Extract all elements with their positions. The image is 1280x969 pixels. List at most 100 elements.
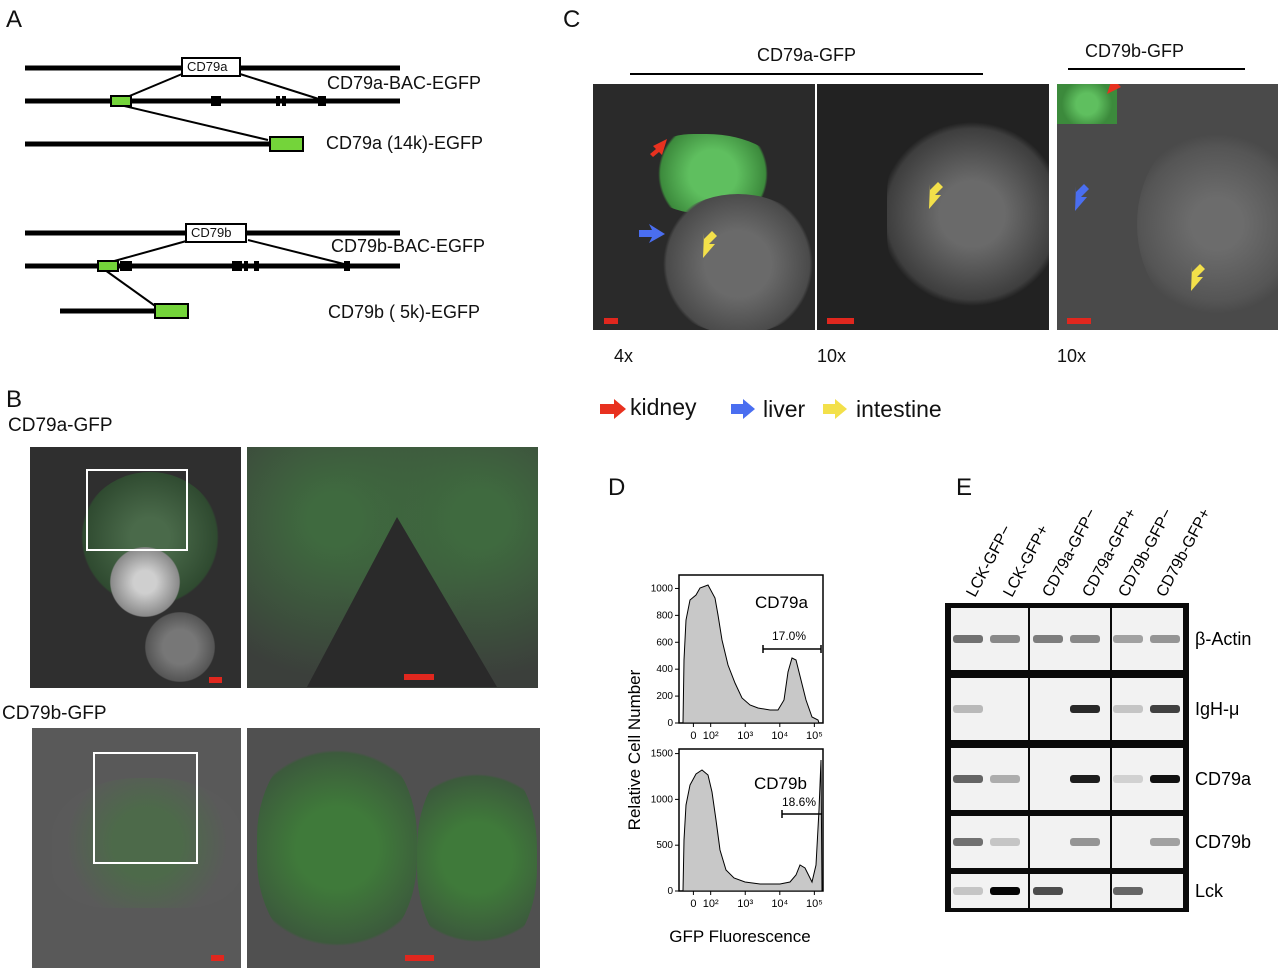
construct-label: CD79a (14k)-EGFP [326,133,484,153]
gel-row-label: IgH-μ [1195,699,1239,719]
x-tick-label: 10⁵ [806,898,823,910]
gel-row-label: CD79b [1195,832,1251,852]
gate-label: 17.0% [772,629,806,643]
zoom-region-box [86,469,188,551]
x-tick-label: 10³ [737,730,753,742]
cd79a-10x-image [817,84,1049,330]
panel-d-label: D [608,474,626,501]
scale-bar [404,674,434,680]
cd79a-section-image [30,447,241,688]
legend-arrows [600,399,847,419]
gel-band [1150,705,1180,713]
panel-a-label: A [6,6,23,33]
panel-b-label: B [6,386,23,413]
scale-bar [211,955,224,961]
histogram-cd79b: CD79b 18.6% 0 500 1000 1500 0 10² 10³ 10⁴ 10⁵ [651,748,824,910]
gel-row [951,874,1183,908]
y-tick-label: 600 [656,637,673,648]
scale-bar [1067,318,1091,324]
gel-band [990,775,1020,783]
construct-diagram [25,57,400,319]
gel-band [990,635,1020,643]
y-tick-label: 0 [667,718,673,729]
gel-band [953,887,983,895]
gel-row [951,608,1183,670]
gel-band [1113,635,1143,643]
x-tick-label: 10² [703,898,719,910]
y-tick-label: 400 [656,664,673,675]
gel-panel: LCK-GFP−LCK-GFP+CD79a-GFP−CD79a-GFP+CD79… [945,506,1252,912]
legend-liver: liver [763,396,806,422]
panel-c-cd79b-title: CD79b-GFP [1085,41,1185,61]
histogram-area [682,759,823,892]
gel-row [951,678,1183,740]
cd79b-section-zoom-image [247,728,540,968]
y-tick-label: 200 [656,691,673,702]
scale-bar [209,677,222,683]
group-bracket-line [630,73,983,75]
gel-band [953,705,983,713]
gel-band [1150,838,1180,846]
magnification-label: 4x [614,346,634,366]
x-tick-label: 10⁵ [806,730,823,742]
gel-row [951,748,1183,810]
cd79b-section-image [32,728,241,968]
gel-row-label: β-Actin [1195,629,1251,649]
series-label: CD79b [754,774,807,793]
gel-band [1070,838,1100,846]
gel-band [1033,635,1063,643]
cd79a-section-zoom-image [247,447,538,688]
scale-bar [827,318,854,324]
x-axis-label: GFP Fluorescence [669,927,810,946]
gel-band [1070,775,1100,783]
cd79b-gene-box-label: CD79b [191,225,232,240]
group-bracket-line [1068,68,1245,70]
x-tick-label: 10⁴ [771,730,788,742]
cd79b-10x-image [1057,84,1278,330]
series-label: CD79a [755,593,808,612]
gel-band [990,838,1020,846]
histogram-cd79a: CD79a 17.0% 0 200 400 600 800 1000 0 10² 10³ 10⁴… [651,574,824,742]
gel-band [953,775,983,783]
gel-band [1113,887,1143,895]
panel-e-label: E [956,474,973,501]
cd79a-4x-image [593,84,815,330]
magnification-label: 10x [817,346,847,366]
gel-band [953,635,983,643]
magnification-label: 10x [1057,346,1087,366]
legend-intestine: intestine [856,396,942,422]
gel-band [1113,705,1143,713]
panel-c-cd79a-title: CD79a-GFP [757,45,857,65]
scale-bar [604,318,618,324]
panel-b-top-title: CD79a-GFP [8,415,113,436]
gel-band [1070,705,1100,713]
histogram-area [682,584,820,724]
construct-label: CD79b ( 5k)-EGFP [328,302,481,322]
flow-histograms: Relative Cell Number GFP Fluorescence CD… [625,574,824,946]
x-tick-label: 10³ [737,898,753,910]
y-tick-label: 800 [656,610,673,621]
construct-label: CD79b-BAC-EGFP [331,236,486,256]
y-tick-label: 1000 [651,794,674,805]
zoom-region-box [93,752,198,864]
gel-band [1070,635,1100,643]
organ-arrows [639,84,1205,291]
cd79a-gene-box-label: CD79a [187,59,228,74]
x-tick-label: 10² [703,730,719,742]
gel-band [1113,775,1143,783]
y-axis-label: Relative Cell Number [625,669,644,830]
x-tick-label: 0 [690,898,696,910]
gel-band [990,887,1020,895]
y-tick-label: 1000 [651,583,674,594]
x-tick-label: 0 [690,730,696,742]
panel-b-bottom-title: CD79b-GFP [2,703,107,724]
gel-band [953,838,983,846]
x-tick-label: 10⁴ [771,898,788,910]
scale-bar [405,955,434,961]
y-tick-label: 1500 [651,749,674,760]
legend-kidney: kidney [630,394,697,420]
y-tick-label: 0 [667,886,673,897]
gel-band [1150,775,1180,783]
gel-row-label: CD79a [1195,769,1252,789]
gel-row-label: Lck [1195,881,1224,901]
